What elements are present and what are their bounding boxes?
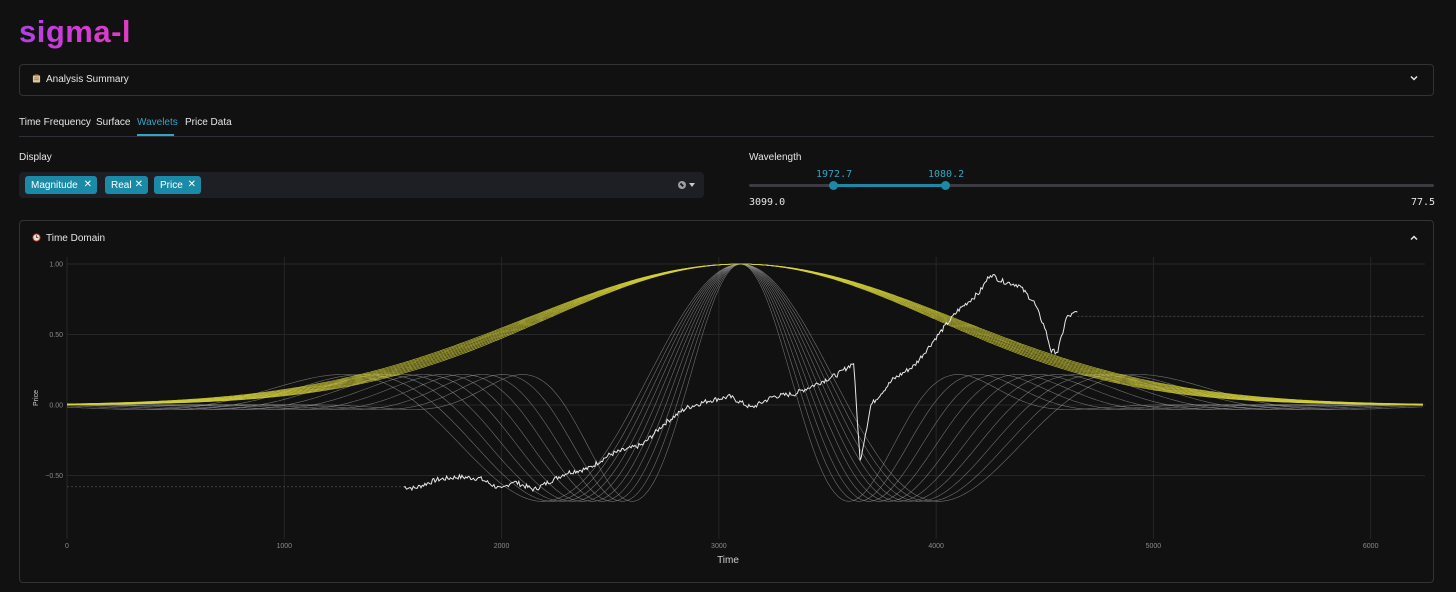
time-domain-text: Time Domain	[46, 233, 106, 244]
chevron-down-icon[interactable]	[689, 183, 695, 187]
x-tick-label: 1000	[276, 543, 292, 550]
y-tick-label: 0.00	[49, 403, 63, 410]
x-tick-label: 2000	[494, 543, 510, 550]
close-icon[interactable]: ✕	[83, 179, 92, 190]
chip-label: Magnitude	[31, 180, 78, 191]
real-wavelet-line	[67, 263, 1423, 502]
wavelength-label: Wavelength	[749, 152, 802, 163]
clipboard-icon	[32, 74, 41, 83]
real-wavelet-line	[67, 263, 1423, 502]
chip-real[interactable]: Real ✕	[105, 176, 148, 194]
clock-icon	[32, 233, 41, 242]
real-wavelet-line	[67, 263, 1423, 502]
wavelength-slider-track[interactable]	[749, 184, 1434, 187]
real-wavelet-line	[67, 263, 1423, 502]
close-icon[interactable]: ✕	[187, 179, 196, 190]
tab-bar: Time Frequency Surface Wavelets Price Da…	[19, 110, 1434, 137]
real-wavelet-line	[66, 263, 1423, 502]
wavelength-max-label: 77.5	[1411, 197, 1436, 208]
magnitude-envelope-line	[67, 263, 1423, 405]
real-wavelet-line	[66, 263, 1423, 502]
tab-wavelets[interactable]: Wavelets	[137, 117, 178, 128]
y-tick-label: −0.50	[45, 473, 63, 480]
chip-label: Real	[111, 180, 132, 191]
clear-all-icon[interactable]	[678, 181, 686, 189]
x-tick-label: 5000	[1146, 543, 1162, 550]
wavelength-min-label: 3099.0	[749, 197, 786, 208]
wavelength-thumb-low[interactable]	[829, 181, 838, 190]
display-multiselect[interactable]: Magnitude ✕ Real ✕ Price ✕	[19, 172, 704, 198]
y-axis-label: Price	[33, 390, 40, 406]
wavelength-thumb-high[interactable]	[941, 181, 950, 190]
x-tick-label: 6000	[1363, 543, 1379, 550]
x-tick-label: 3000	[711, 543, 727, 550]
chip-magnitude[interactable]: Magnitude ✕	[25, 176, 97, 194]
x-tick-label: 0	[65, 543, 69, 550]
tab-surface[interactable]: Surface	[96, 117, 131, 128]
chevron-down-icon[interactable]	[1409, 73, 1419, 83]
real-wavelet-line	[66, 263, 1423, 502]
time-domain-label[interactable]: Time Domain	[32, 233, 105, 244]
y-tick-label: 0.50	[49, 332, 63, 339]
app-logo: sigma-l	[19, 14, 132, 49]
wavelength-value-low: 1972.7	[816, 169, 853, 180]
display-label: Display	[19, 152, 52, 163]
analysis-summary-label: Analysis Summary	[32, 74, 129, 85]
analysis-summary-expander[interactable]: Analysis Summary	[19, 64, 1434, 96]
chip-label: Price	[160, 180, 183, 191]
price-line	[403, 273, 1078, 493]
time-domain-panel: Time Domain 0 1000 2000 3000 4000 5000 6000 1.0…	[19, 220, 1434, 583]
active-tab-indicator	[137, 134, 174, 136]
real-wavelet-line	[67, 263, 1423, 502]
real-wavelet-line	[67, 263, 1423, 502]
tab-time-frequency[interactable]: Time Frequency	[19, 117, 91, 128]
y-tick-label: 1.00	[49, 262, 63, 269]
tab-price-data[interactable]: Price Data	[185, 117, 232, 128]
wavelength-slider-range	[833, 184, 945, 187]
x-axis-label: Time	[717, 555, 739, 566]
real-wavelet-line	[67, 263, 1423, 502]
analysis-summary-text: Analysis Summary	[46, 74, 129, 85]
x-tick-label: 4000	[928, 543, 944, 550]
time-domain-chart[interactable]: 0 1000 2000 3000 4000 5000 6000 1.00 0.50 0.00 −0.…	[20, 221, 1433, 582]
chip-price[interactable]: Price ✕	[154, 176, 201, 194]
chevron-up-icon[interactable]	[1409, 233, 1419, 243]
wavelength-value-high: 1080.2	[928, 169, 965, 180]
close-icon[interactable]: ✕	[134, 179, 143, 190]
